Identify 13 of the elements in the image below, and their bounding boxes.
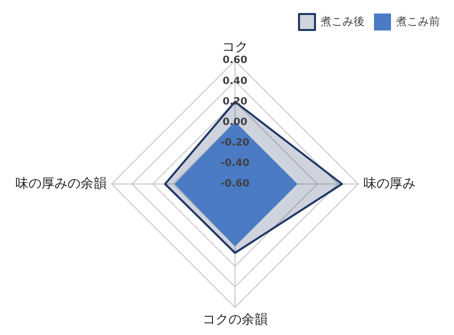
y-tick-label: 0.60 — [222, 55, 248, 66]
y-tick-label: -0.40 — [220, 158, 250, 170]
spoke-label: コクの余韻 — [202, 312, 268, 328]
spoke-label: 味の厚みの余韻 — [16, 176, 107, 192]
spoke-label: 味の厚み — [363, 176, 416, 192]
legend-label: 煮こみ後 — [320, 14, 364, 28]
y-tick-label: -0.20 — [220, 137, 250, 148]
legend-label: 煮こみ前 — [396, 14, 440, 28]
y-tick-label: 0.40 — [222, 76, 248, 87]
y-tick-label: 0.00 — [222, 116, 248, 128]
spoke-label: コク — [222, 40, 248, 56]
y-tick-label: 0.20 — [222, 96, 248, 108]
y-tick-label: -0.60 — [220, 178, 250, 190]
